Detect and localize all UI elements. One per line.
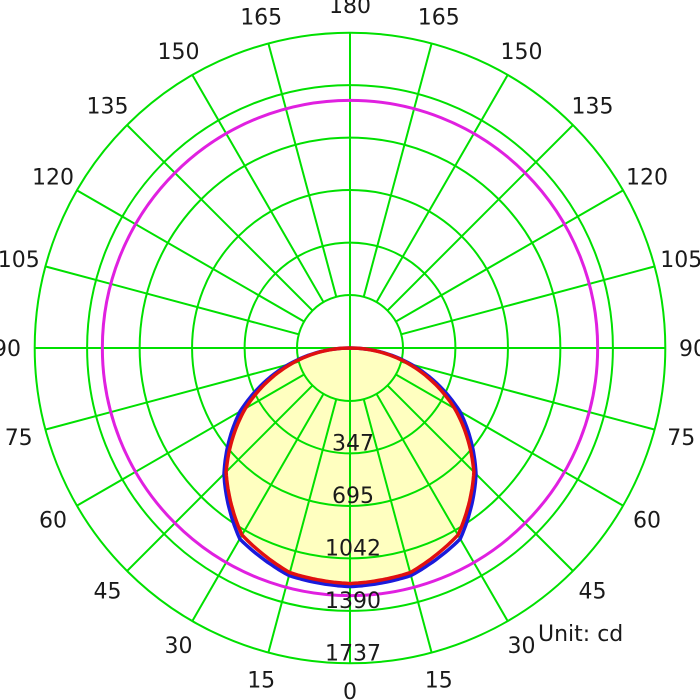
angle-label: 60 <box>633 509 661 534</box>
grid-spoke <box>191 393 325 622</box>
series-layer <box>100 98 600 598</box>
grid-ring <box>33 31 667 665</box>
angle-label: 90 <box>679 337 700 362</box>
angle-label: 120 <box>32 166 74 191</box>
grid-spoke <box>375 74 509 303</box>
angle-label: 105 <box>660 248 700 273</box>
grid-spoke <box>395 373 624 507</box>
grid-spoke <box>386 384 574 572</box>
angle-label: 135 <box>87 95 129 120</box>
radial-tick-label: 1737 <box>325 641 381 666</box>
grid-spoke <box>395 189 624 323</box>
grid-spoke <box>126 384 314 572</box>
grid-spoke <box>386 124 574 312</box>
angle-label: 180 <box>329 0 371 19</box>
grid-spoke <box>126 124 314 312</box>
angle-label: 15 <box>425 668 453 693</box>
angle-label: 45 <box>579 580 607 605</box>
radial-tick-label: 1042 <box>325 536 381 561</box>
angle-label: 60 <box>39 509 67 534</box>
grid-spoke <box>191 74 325 303</box>
grid-spoke <box>76 189 305 323</box>
radial-tick-label: 1390 <box>325 589 381 614</box>
angle-label: 30 <box>508 634 536 659</box>
angle-label: 105 <box>0 248 40 273</box>
grid-spoke <box>267 43 338 298</box>
angle-label: 150 <box>501 40 543 65</box>
grid-spoke <box>45 360 300 431</box>
angle-label: 45 <box>94 580 122 605</box>
grid-spoke <box>400 360 655 431</box>
angle-label: 75 <box>5 426 33 451</box>
series-curve <box>224 346 476 586</box>
radial-tick-label: 347 <box>332 431 374 456</box>
angle-label: 30 <box>165 634 193 659</box>
angle-label: 135 <box>572 95 614 120</box>
angle-label: 120 <box>626 166 668 191</box>
grid-spoke <box>362 398 433 653</box>
angle-label: 150 <box>158 40 200 65</box>
angle-label: 165 <box>240 6 282 31</box>
angle-label: 90 <box>0 337 21 362</box>
grid-spoke <box>76 373 305 507</box>
angle-label: 15 <box>247 668 275 693</box>
polar-grid <box>33 31 667 665</box>
angle-label: 75 <box>667 426 695 451</box>
angle-label: 0 <box>343 680 357 700</box>
radial-tick-label: 695 <box>332 484 374 509</box>
angle-label: 165 <box>418 6 460 31</box>
grid-spoke <box>267 398 338 653</box>
grid-spoke <box>375 393 509 622</box>
unit-label: Unit: cd <box>538 622 623 647</box>
grid-spoke <box>400 265 655 336</box>
series-curve-circle <box>100 98 600 598</box>
grid-spoke <box>45 265 300 336</box>
grid-spoke <box>362 43 433 298</box>
